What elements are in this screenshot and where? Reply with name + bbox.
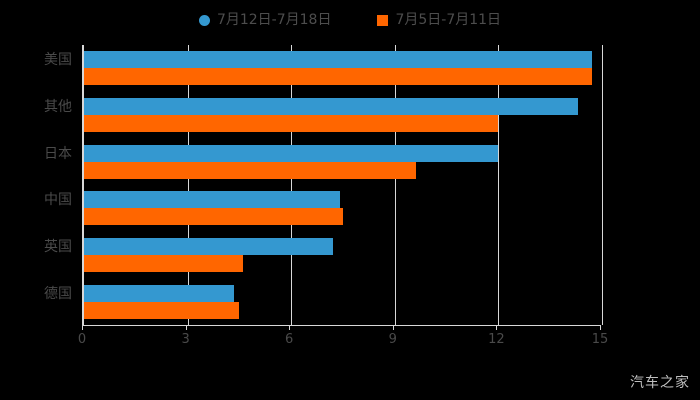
gridline	[602, 45, 603, 325]
x-tick-mark	[289, 325, 291, 330]
gridline	[394, 45, 396, 325]
bar-series-1[interactable]	[84, 238, 333, 255]
x-tick-mark	[600, 325, 601, 330]
square-marker-orange-icon	[377, 14, 389, 26]
y-axis-category-label: 德国	[44, 285, 72, 302]
legend-label-series-1: 7月12日-7月18日	[216, 12, 332, 28]
chart-category-row: 日本	[44, 144, 602, 179]
x-tick-label: 12	[488, 332, 505, 347]
chart-category-row: 美国	[44, 51, 602, 86]
bar-series-2[interactable]	[84, 208, 343, 226]
legend-item-series-2[interactable]: 7月5日-7月11日	[377, 13, 501, 27]
chart-category-row: 德国	[44, 284, 602, 319]
chart-category-row: 英国	[44, 238, 602, 272]
chart-category-row: 中国	[44, 191, 602, 226]
x-tick-label: 15	[591, 332, 609, 347]
x-axis-line	[82, 325, 601, 326]
x-tick-label: 3	[181, 332, 190, 347]
x-tick-mark	[392, 325, 394, 330]
circle-marker-blue-icon	[198, 14, 210, 26]
bar-series-1[interactable]	[84, 51, 592, 69]
legend-label-series-2: 7月5日-7月11日	[395, 12, 502, 28]
bar-series-1[interactable]	[84, 284, 235, 302]
bar-series-1[interactable]	[84, 98, 578, 115]
watermark: 汽车之家	[630, 375, 690, 391]
x-tick-mark	[82, 325, 83, 330]
bar-series-2[interactable]	[84, 255, 243, 272]
plot-area: 美国其他日本中国英国德国	[44, 45, 603, 325]
chart-legend: 7月12日-7月18日 7月5日-7月11日	[0, 8, 700, 32]
chart-category-row: 其他	[44, 98, 602, 132]
y-axis-category-label: 中国	[44, 192, 72, 209]
x-tick-label: 9	[388, 332, 397, 347]
gridline	[291, 45, 293, 325]
bar-series-1[interactable]	[84, 144, 499, 162]
y-axis-category-label: 美国	[44, 52, 72, 69]
x-tick-mark	[496, 325, 498, 330]
bar-series-2[interactable]	[84, 68, 592, 86]
bar-series-2[interactable]	[84, 115, 499, 132]
bar-series-2[interactable]	[84, 301, 240, 319]
y-axis-category-label: 其他	[44, 99, 72, 115]
x-tick-label: 0	[77, 332, 87, 347]
gridline	[498, 45, 500, 325]
x-tick-label: 6	[285, 332, 294, 347]
y-axis-category-label: 日本	[44, 145, 72, 162]
bar-series-1[interactable]	[84, 191, 340, 209]
y-axis-category-label: 英国	[44, 239, 72, 255]
legend-item-series-1[interactable]: 7月12日-7月18日	[198, 12, 332, 28]
bar-series-2[interactable]	[84, 161, 416, 179]
gridline	[187, 45, 189, 325]
x-tick-mark	[185, 325, 187, 330]
